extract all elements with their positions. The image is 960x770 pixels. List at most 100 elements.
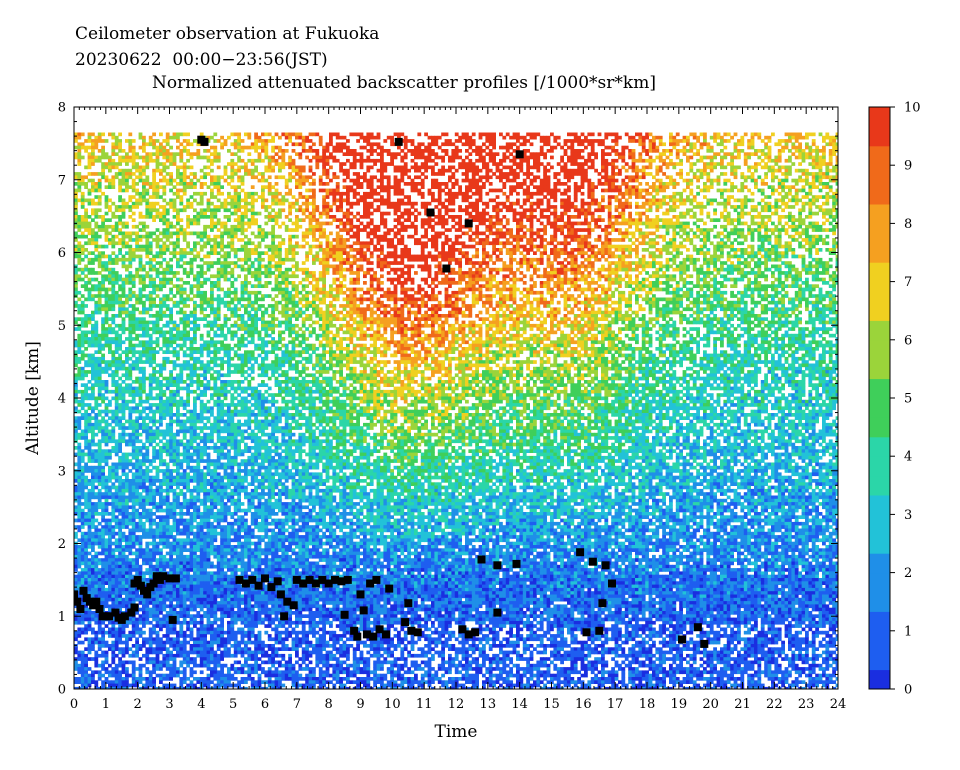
backscatter-cell bbox=[472, 139, 476, 143]
backscatter-cell bbox=[81, 235, 85, 239]
backscatter-cell bbox=[162, 218, 166, 222]
backscatter-cell bbox=[584, 208, 588, 212]
backscatter-cell bbox=[288, 136, 292, 140]
backscatter-cell bbox=[278, 235, 282, 239]
backscatter-cell bbox=[213, 205, 217, 209]
backscatter-cell bbox=[251, 192, 255, 196]
backscatter-cell bbox=[241, 182, 245, 186]
backscatter-cell bbox=[659, 166, 663, 170]
backscatter-cell bbox=[611, 238, 615, 242]
backscatter-cell bbox=[519, 142, 523, 146]
backscatter-cell bbox=[672, 205, 676, 209]
backscatter-cell bbox=[570, 162, 574, 166]
backscatter-cell bbox=[149, 235, 153, 239]
backscatter-cell bbox=[207, 205, 211, 209]
backscatter-cell bbox=[479, 175, 483, 179]
backscatter-cell bbox=[540, 215, 544, 219]
backscatter-cell bbox=[111, 159, 115, 163]
backscatter-cell bbox=[162, 179, 166, 183]
backscatter-cell bbox=[200, 245, 204, 249]
backscatter-cell bbox=[370, 212, 374, 216]
backscatter-cell bbox=[696, 205, 700, 209]
backscatter-cell bbox=[434, 139, 438, 143]
backscatter-cell bbox=[829, 136, 833, 140]
backscatter-cell bbox=[77, 159, 81, 163]
backscatter-cell bbox=[479, 241, 483, 245]
backscatter-cell bbox=[587, 182, 591, 186]
backscatter-cell bbox=[169, 136, 173, 140]
backscatter-cell bbox=[632, 189, 636, 193]
backscatter-cell bbox=[516, 166, 520, 170]
backscatter-cell bbox=[774, 175, 778, 179]
backscatter-cell bbox=[135, 245, 139, 249]
backscatter-cell bbox=[628, 195, 632, 199]
backscatter-cell bbox=[632, 175, 636, 179]
backscatter-cell bbox=[832, 238, 836, 242]
backscatter-cell bbox=[366, 215, 370, 219]
backscatter-cell bbox=[815, 162, 819, 166]
backscatter-cell bbox=[591, 166, 595, 170]
backscatter-cell bbox=[193, 175, 197, 179]
backscatter-cell bbox=[441, 215, 445, 219]
backscatter-cell bbox=[659, 218, 663, 222]
backscatter-cell bbox=[220, 192, 224, 196]
backscatter-cell bbox=[373, 232, 377, 236]
backscatter-cell bbox=[339, 146, 343, 150]
backscatter-cell bbox=[254, 235, 258, 239]
backscatter-cell bbox=[230, 166, 234, 170]
backscatter-cell bbox=[519, 218, 523, 222]
backscatter-cell bbox=[822, 149, 826, 153]
backscatter-cell bbox=[122, 232, 126, 236]
backscatter-cell bbox=[162, 232, 166, 236]
backscatter-cell bbox=[190, 179, 194, 183]
backscatter-cell bbox=[128, 235, 132, 239]
backscatter-cell bbox=[77, 185, 81, 189]
backscatter-cell bbox=[278, 215, 282, 219]
backscatter-cell bbox=[373, 159, 377, 163]
backscatter-cell bbox=[502, 136, 506, 140]
backscatter-cell bbox=[669, 152, 673, 156]
backscatter-cell bbox=[281, 195, 285, 199]
backscatter-cell bbox=[686, 225, 690, 229]
backscatter-cell bbox=[118, 133, 122, 137]
backscatter-cell bbox=[101, 169, 105, 173]
backscatter-cell bbox=[149, 232, 153, 236]
backscatter-cell bbox=[825, 218, 829, 222]
backscatter-cell bbox=[683, 199, 687, 203]
backscatter-cell bbox=[349, 189, 353, 193]
backscatter-cell bbox=[625, 199, 629, 203]
backscatter-cell bbox=[142, 245, 146, 249]
backscatter-cell bbox=[159, 149, 163, 153]
backscatter-cell bbox=[482, 238, 486, 242]
backscatter-cell bbox=[411, 235, 415, 239]
backscatter-cell bbox=[302, 245, 306, 249]
backscatter-cell bbox=[339, 162, 343, 166]
backscatter-cell bbox=[451, 202, 455, 206]
backscatter-cell bbox=[115, 146, 119, 150]
backscatter-cell bbox=[275, 159, 279, 163]
backscatter-cell bbox=[451, 142, 455, 146]
backscatter-cell bbox=[615, 245, 619, 249]
backscatter-cell bbox=[132, 212, 136, 216]
backscatter-cell bbox=[604, 225, 608, 229]
backscatter-cell bbox=[764, 195, 768, 199]
backscatter-cell bbox=[700, 142, 704, 146]
backscatter-cell bbox=[441, 202, 445, 206]
backscatter-cell bbox=[353, 159, 357, 163]
backscatter-cell bbox=[499, 159, 503, 163]
backscatter-cell bbox=[278, 169, 282, 173]
backscatter-cell bbox=[122, 238, 126, 242]
backscatter-cell bbox=[230, 159, 234, 163]
backscatter-cell bbox=[118, 169, 122, 173]
backscatter-cell bbox=[176, 232, 180, 236]
backscatter-cell bbox=[615, 136, 619, 140]
backscatter-cell bbox=[458, 225, 462, 229]
backscatter-cell bbox=[543, 208, 547, 212]
backscatter-cell bbox=[329, 136, 333, 140]
backscatter-cell bbox=[489, 139, 493, 143]
backscatter-cell bbox=[264, 232, 268, 236]
backscatter-cell bbox=[234, 202, 238, 206]
backscatter-cell bbox=[152, 215, 156, 219]
backscatter-cell bbox=[587, 159, 591, 163]
backscatter-cell bbox=[683, 202, 687, 206]
